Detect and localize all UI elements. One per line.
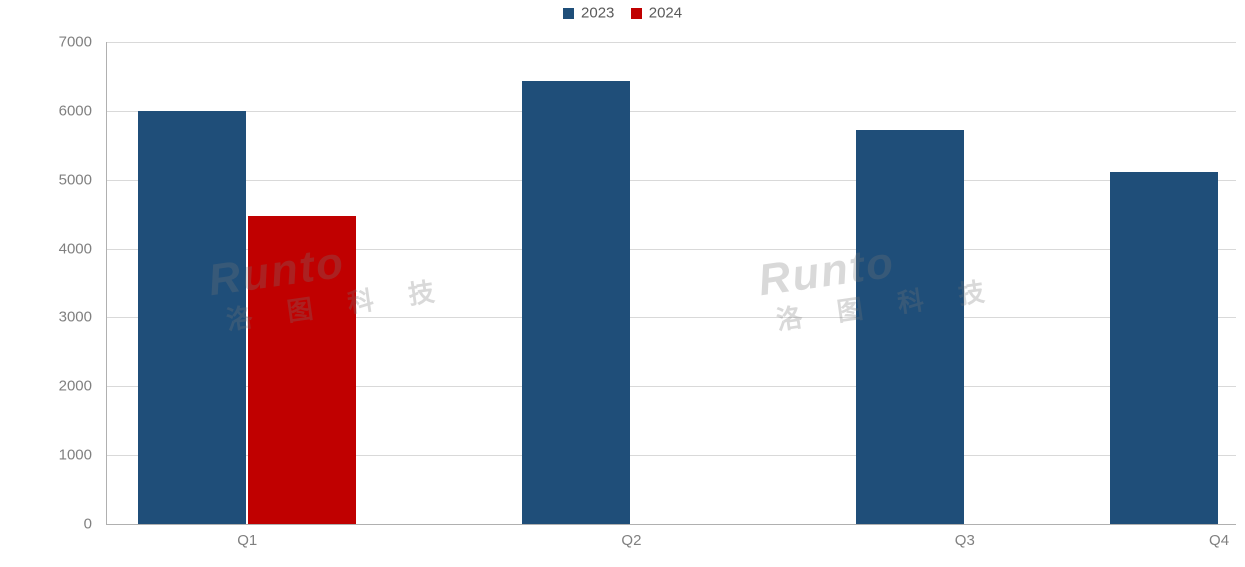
y-tick-label: 2000 (0, 378, 92, 395)
x-tick-label: Q2 (621, 532, 641, 549)
gridline (106, 111, 1236, 112)
legend-item-2024: 2024 (631, 4, 683, 22)
gridline (106, 180, 1236, 181)
legend: 2023 2024 (0, 4, 1245, 22)
x-tick-label: Q3 (955, 532, 975, 549)
y-tick-label: 0 (0, 516, 92, 533)
y-tick-label: 6000 (0, 102, 92, 119)
bar-2023-Q2 (522, 81, 630, 524)
y-axis-line (106, 42, 107, 524)
legend-label-2024: 2024 (649, 5, 682, 22)
y-tick-label: 1000 (0, 447, 92, 464)
y-tick-label: 7000 (0, 34, 92, 51)
y-tick-label: 4000 (0, 240, 92, 257)
legend-item-2023: 2023 (563, 4, 615, 22)
legend-swatch-2023 (563, 8, 574, 19)
bar-2023-Q1 (138, 111, 246, 524)
bar-2024-Q1 (248, 216, 356, 524)
x-axis-line (106, 524, 1236, 525)
x-tick-label: Q1 (237, 532, 257, 549)
legend-label-2023: 2023 (581, 5, 614, 22)
bar-2023-Q3 (856, 130, 964, 524)
legend-swatch-2024 (631, 8, 642, 19)
gridline (106, 42, 1236, 43)
bar-chart: 2023 2024 01000200030004000500060007000 … (0, 0, 1245, 567)
y-tick-label: 3000 (0, 309, 92, 326)
bar-2023-Q4 (1110, 172, 1218, 524)
x-tick-label: Q4 (1209, 532, 1229, 549)
y-tick-label: 5000 (0, 171, 92, 188)
plot-area (106, 42, 1236, 524)
